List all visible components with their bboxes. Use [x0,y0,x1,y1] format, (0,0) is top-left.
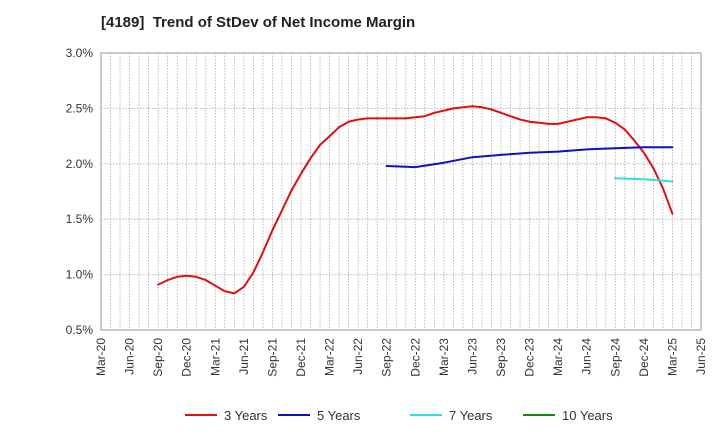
x-tick-label: Jun-24 [580,338,594,375]
legend-label: 3 Years [224,408,268,423]
x-tick-label: Mar-21 [208,338,222,376]
y-tick-label: 3.0% [66,46,94,60]
series-line [385,146,674,169]
x-tick-label: Sep-23 [494,338,508,377]
legend-label: 10 Years [562,408,613,423]
x-tick-label: Mar-25 [665,338,679,376]
plot-frame [100,52,702,331]
x-tick-label: Mar-20 [94,338,108,376]
x-tick-label: Sep-22 [380,338,394,377]
grid-layer [100,52,702,331]
x-tick-label: Dec-24 [637,338,651,377]
series-line [614,177,674,183]
legend-layer: 3 Years 5 Years 7 Years 10 Years [185,408,613,423]
y-tick-label: 1.0% [66,268,94,282]
x-tick-label: Sep-20 [151,338,165,377]
y-tick-label: 1.5% [66,212,94,226]
x-tick-label: Mar-23 [437,338,451,376]
series-layer [157,105,674,295]
chart-title: [4189] Trend of StDev of Net Income Marg… [101,14,416,31]
y-tick-label: 2.0% [66,157,94,171]
x-tick-label: Jun-22 [351,338,365,375]
x-tick-label: Dec-20 [180,338,194,377]
x-tick-label: Jun-20 [123,338,137,375]
x-tick-label: Mar-24 [551,338,565,376]
x-tick-label: Sep-21 [265,338,279,377]
x-tick-label: Jun-23 [465,338,479,375]
series-line [157,105,674,295]
x-tick-label: Sep-24 [608,338,622,377]
legend-label: 5 Years [317,408,361,423]
x-tick-label: Mar-22 [323,338,337,376]
x-tick-label: Jun-25 [694,338,708,375]
legend-label: 7 Years [449,408,493,423]
x-tick-label: Jun-21 [237,338,251,375]
y-tick-label: 2.5% [66,101,94,115]
y-tick-label: 0.5% [66,323,94,337]
x-tick-label: Dec-21 [294,338,308,377]
x-tick-label: Dec-23 [523,338,537,377]
axis-layer: 0.5% 1.0% 1.5% 2.0% 2.5% 3.0% Mar-20 Jun-20 Sep-… [66,46,708,377]
x-tick-label: Dec-22 [408,338,422,377]
